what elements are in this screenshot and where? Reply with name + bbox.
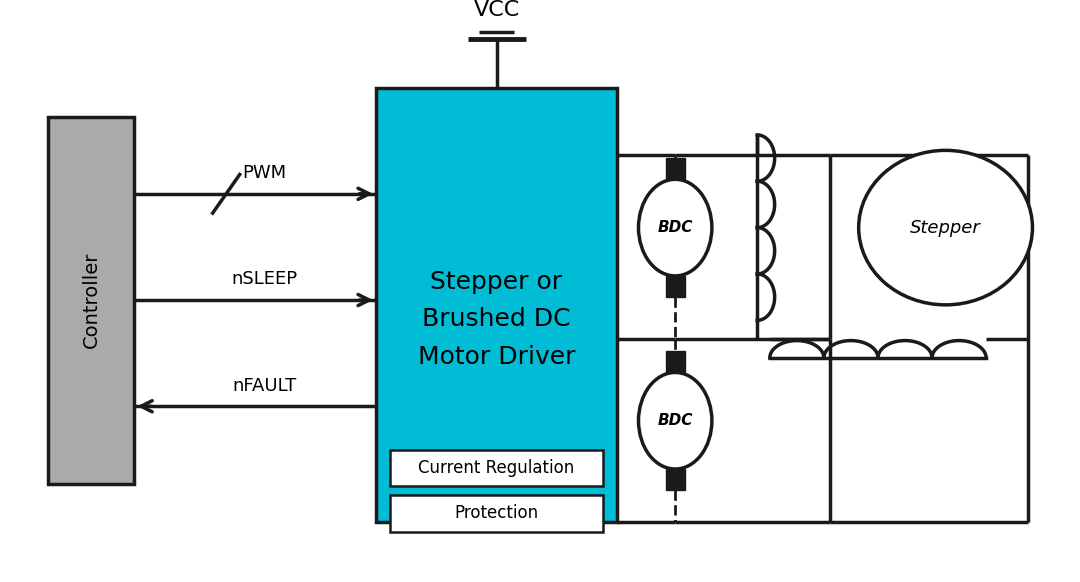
Bar [390, 495, 603, 532]
Text: BDC: BDC [658, 413, 693, 428]
Text: PWM: PWM [243, 164, 287, 182]
Text: VCC: VCC [473, 0, 519, 20]
Text: Stepper: Stepper [910, 219, 981, 237]
Text: Protection: Protection [455, 505, 539, 523]
Ellipse shape [859, 150, 1032, 305]
Bar [665, 158, 685, 179]
Bar [665, 351, 685, 372]
Text: BDC: BDC [658, 220, 693, 235]
Bar [376, 88, 618, 522]
Text: nSLEEP: nSLEEP [232, 271, 298, 289]
Bar [48, 116, 134, 484]
Text: Stepper or
Brushed DC
Motor Driver: Stepper or Brushed DC Motor Driver [418, 270, 576, 368]
Bar [665, 469, 685, 490]
Text: Controller: Controller [81, 252, 100, 348]
Ellipse shape [638, 179, 712, 276]
Bar [390, 450, 603, 487]
Text: Current Regulation: Current Regulation [418, 459, 575, 477]
Ellipse shape [638, 372, 712, 469]
Bar [665, 276, 685, 297]
Text: nFAULT: nFAULT [232, 377, 297, 395]
